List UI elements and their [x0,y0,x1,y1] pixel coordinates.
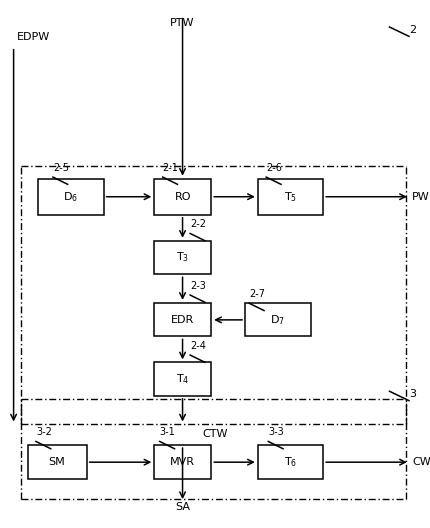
Text: SA: SA [175,502,190,512]
Bar [245,303,310,336]
Bar [154,178,211,215]
Text: 3-3: 3-3 [267,427,283,437]
Text: 2-5: 2-5 [53,163,69,173]
Text: CW: CW [411,457,430,467]
Text: 2-1: 2-1 [163,163,178,173]
Text: SM: SM [49,457,65,467]
Text: 3: 3 [408,389,415,399]
Bar [154,445,211,479]
Bar [38,178,103,215]
Text: RO: RO [174,192,190,202]
Text: 3-2: 3-2 [36,427,52,437]
Text: 2-7: 2-7 [249,289,265,299]
Text: T$_3$: T$_3$ [176,251,189,265]
Bar [257,178,322,215]
Text: PW: PW [411,192,429,202]
Text: 2-3: 2-3 [190,281,206,291]
Bar [154,303,211,336]
Bar [154,241,211,275]
Text: T$_5$: T$_5$ [283,190,296,204]
Text: CTW: CTW [202,429,228,439]
Text: PTW: PTW [170,18,194,28]
Text: EDR: EDR [171,315,194,325]
Text: EDPW: EDPW [17,32,50,42]
Text: 2-6: 2-6 [266,163,281,173]
Bar [154,362,211,396]
Text: 2: 2 [408,25,415,35]
Text: MVR: MVR [170,457,195,467]
Text: T$_4$: T$_4$ [175,372,189,386]
Text: D$_7$: D$_7$ [270,313,285,326]
Bar [28,445,86,479]
Text: 3-1: 3-1 [160,427,175,437]
Text: 2-4: 2-4 [190,341,206,351]
Text: 2-2: 2-2 [190,219,206,229]
Bar [257,445,322,479]
Text: T$_6$: T$_6$ [283,455,296,469]
Text: D$_6$: D$_6$ [63,190,78,204]
